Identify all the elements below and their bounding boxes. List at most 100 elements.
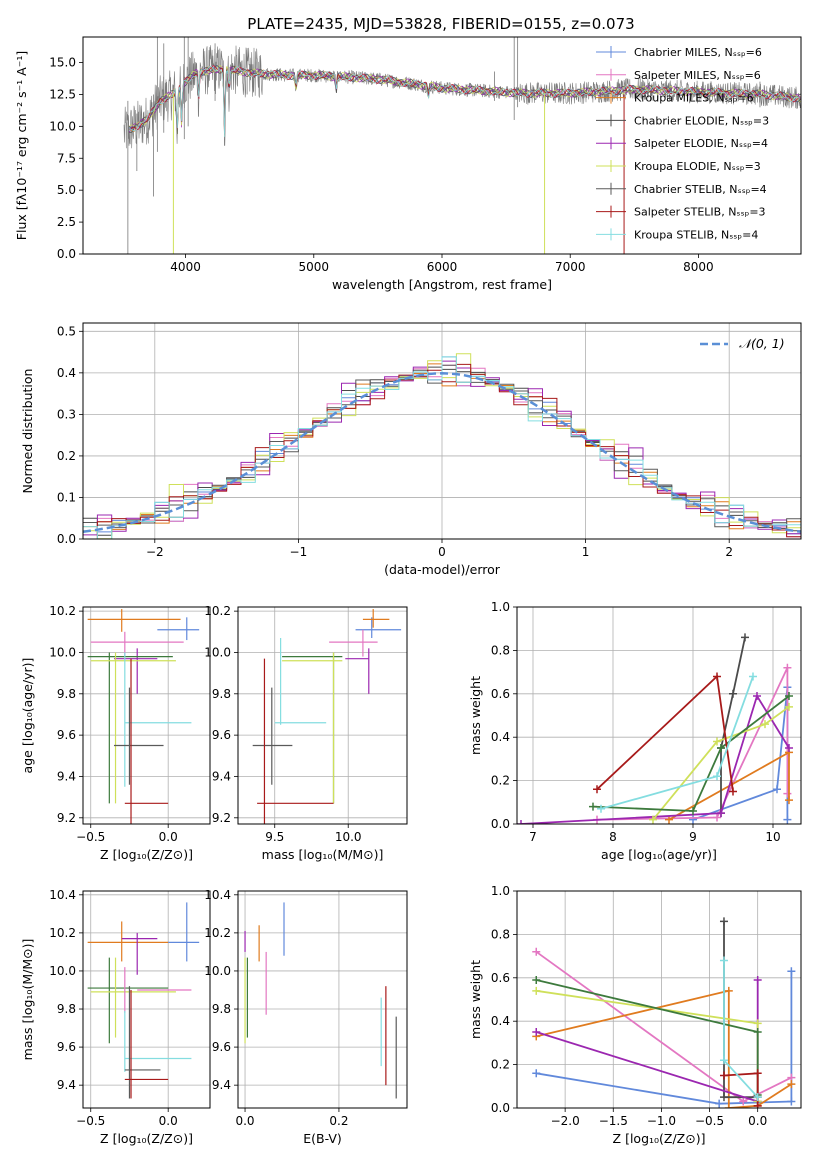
series-marker [783, 815, 792, 824]
series-marker [785, 744, 793, 753]
x-axis-label: mass [log₁₀(M/M⊙)] [262, 847, 384, 862]
y-tick-label: 10.0 [204, 964, 231, 978]
y-tick-label: 10.4 [204, 888, 231, 902]
data-spectrum-line [123, 45, 801, 149]
model-spectrum-line [129, 65, 801, 135]
x-tick-label: −0.5 [695, 1114, 724, 1128]
series-line [596, 667, 789, 821]
y-tick-label: 9.8 [212, 1002, 231, 1016]
y-tick-label: 0.6 [491, 687, 510, 701]
series-marker [783, 663, 792, 672]
series-marker [761, 720, 769, 729]
x-tick-label: −1 [290, 545, 308, 559]
y-tick-label: 0.2 [491, 1058, 510, 1072]
x-axis-label: Z [log₁₀(Z/Z⊙)] [613, 1131, 706, 1146]
y-axis-label: Normed distribution [20, 369, 35, 494]
y-axis-label: Flux [fλ10⁻¹⁷ erg cm⁻² s⁻¹ A⁻¹] [14, 51, 29, 240]
y-tick-label: 10.2 [204, 604, 231, 618]
series-marker [729, 787, 737, 796]
series-marker [787, 1080, 796, 1089]
y-tick-label: 0.1 [57, 490, 76, 504]
panel-spectrum: 4000 5000 6000 7000 8000 0.0 2.5 5.0 7.5 10.0 12.5… [14, 36, 802, 292]
series-marker [589, 802, 597, 811]
series-marker [532, 1069, 541, 1078]
x-axis-label: E(B-V) [303, 1131, 342, 1146]
series-marker [713, 813, 721, 822]
series-line [536, 989, 792, 1108]
y-tick-label: 9.8 [57, 687, 76, 701]
axes-frame [82, 606, 211, 825]
y-tick-label: 9.4 [212, 769, 231, 783]
plot-area [87, 609, 200, 824]
y-tick-label: 0.2 [57, 449, 76, 463]
legend-entry: Salpeter MILES, Nₛₛₚ=6 [634, 69, 761, 82]
x-axis-label: age [log₁₀(age/yr)] [601, 847, 717, 862]
y-tick-label: 9.6 [212, 728, 231, 742]
panel-residuals: −2 −1 0 1 2 0.0 0.1 0.2 0.3 0.4 0.5 (data-model)/er… [20, 322, 802, 577]
y-tick-label: 10.0 [49, 645, 76, 659]
x-tick-label: 0.0 [235, 1114, 254, 1128]
x-tick-label: 10.0 [335, 830, 362, 844]
series-marker [785, 796, 793, 805]
x-tick-label: 8000 [683, 260, 714, 274]
series-marker [717, 744, 725, 753]
axes-frame [516, 606, 802, 825]
series-marker [773, 785, 781, 794]
x-tick-label: 9 [689, 830, 697, 844]
series-marker [713, 737, 721, 746]
panel-massweight-vs-Z: −2.0 −1.5 −1.0 −0.5 0.0 0.0 0.2 0.4 0.6 0.8 1.0 Z [… [468, 884, 802, 1146]
y-tick-label: 9.8 [57, 1002, 76, 1016]
x-axis-label: Z [log₁₀(Z/Z⊙)] [100, 1131, 193, 1146]
y-tick-label: 0.0 [491, 1101, 510, 1115]
y-tick-label: 9.8 [212, 687, 231, 701]
axes-frame [237, 606, 408, 825]
series-marker [739, 1097, 748, 1106]
x-tick-label: −2.0 [551, 1114, 580, 1128]
x-tick-label: −0.5 [76, 1114, 105, 1128]
panel-massweight-vs-age: 7 8 9 10 0.0 0.2 0.4 0.6 0.8 1.0 age [log₁₀(age/yr… [468, 600, 802, 862]
x-tick-label: −2 [146, 545, 164, 559]
axes-frame [82, 890, 211, 1109]
gaussian-curve [83, 372, 801, 533]
legend-entry: Chabrier ELODIE, Nₛₛₚ=3 [634, 114, 769, 127]
y-tick-label: 0.4 [491, 1014, 510, 1028]
panel-age-vs-mass: 9.5 10.0 9.2 9.4 9.6 9.8 10.0 10.2 mass [log₁₀(M… [204, 604, 408, 862]
y-tick-label: 9.6 [212, 1040, 231, 1054]
x-axis-label: Z [log₁₀(Z/Z⊙)] [100, 847, 193, 862]
plot-area [244, 902, 397, 1099]
y-tick-label: 12.5 [49, 87, 76, 101]
y-tick-label: 10.4 [49, 888, 76, 902]
y-axis-label: mass [log₁₀(M/M⊙)] [20, 939, 35, 1061]
model-spectrum-line [128, 65, 801, 137]
series-marker [787, 1097, 796, 1106]
x-axis-label: (data-model)/error [384, 562, 501, 577]
series-marker [719, 1071, 728, 1080]
y-tick-label: 1.0 [491, 600, 510, 614]
series-marker [753, 691, 761, 700]
y-tick-label: 0.0 [57, 247, 76, 261]
y-tick-label: 0.6 [491, 971, 510, 985]
x-tick-label: 0 [438, 545, 446, 559]
y-tick-label: 9.2 [57, 811, 76, 825]
legend-entry: Kroupa STELIB, Nₛₛₚ=4 [634, 228, 758, 241]
x-tick-label: 4000 [170, 260, 201, 274]
panel-age-vs-Z: −0.5 0.0 9.2 9.4 9.6 9.8 10.0 10.2 Z [log₁₀(Z/Z⊙… [20, 604, 211, 862]
series-marker [713, 772, 721, 781]
series-marker [719, 1056, 728, 1065]
y-tick-label: 0.4 [57, 366, 76, 380]
y-tick-label: 9.2 [212, 811, 231, 825]
series-line [592, 695, 790, 812]
y-tick-label: 5.0 [57, 183, 76, 197]
series-marker [597, 804, 605, 813]
axes-frame [516, 890, 802, 1109]
axes-frame [237, 890, 408, 1109]
series-marker [719, 917, 728, 926]
series-marker [753, 975, 762, 984]
legend-entry: Chabrier MILES, Nₛₛₚ=6 [634, 46, 762, 59]
series-marker [689, 815, 697, 824]
series-marker [753, 1028, 762, 1037]
y-tick-label: 1.0 [491, 884, 510, 898]
axes-frame [82, 322, 802, 540]
series-marker [785, 702, 793, 711]
x-tick-label: 6000 [427, 260, 458, 274]
